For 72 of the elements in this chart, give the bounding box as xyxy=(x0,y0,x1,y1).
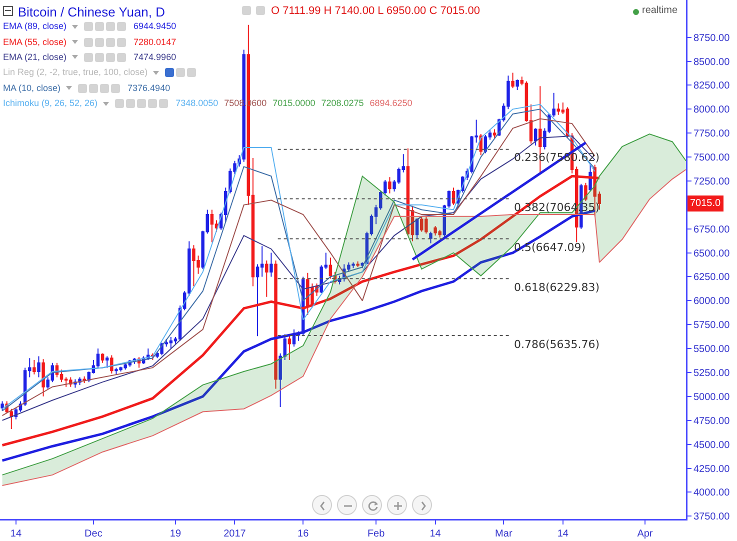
y-tick-label: 5500.00 xyxy=(694,344,730,356)
y-tick-label: 8000.00 xyxy=(694,104,730,116)
candlestick xyxy=(328,257,332,280)
annotation: 6894.6250 xyxy=(370,97,412,110)
y-tick-label: 8750.00 xyxy=(694,32,730,44)
candlestick xyxy=(110,354,114,374)
candlestick xyxy=(534,128,538,146)
candlestick xyxy=(210,209,214,243)
x-tick-label: 14 xyxy=(10,528,22,540)
annotation: Lin Reg (2, -2, true, true, 100, close) xyxy=(3,66,148,80)
candlestick xyxy=(82,376,86,384)
y-tick-label: 7250.00 xyxy=(694,176,730,188)
y-tick-label: 4000.00 xyxy=(694,488,730,499)
annotation: 7376.4940 xyxy=(128,82,170,95)
x-tick-label: 19 xyxy=(170,528,182,540)
y-tick-label: 7500.00 xyxy=(694,152,730,164)
x-tick-label: Dec xyxy=(84,528,102,540)
y-tick-label: 4250.00 xyxy=(694,464,730,475)
candlestick xyxy=(37,356,40,378)
candlestick xyxy=(32,360,36,375)
annotation: 6944.9450 xyxy=(134,20,176,34)
annotation: realtime xyxy=(642,5,678,16)
y-tick-label: 5250.00 xyxy=(694,368,730,379)
x-tick-label: Apr xyxy=(637,528,654,540)
x-tick-label: 2017 xyxy=(224,528,246,540)
ref-line-label: 0.786(5635.76) xyxy=(514,338,600,351)
candlestick xyxy=(106,356,109,368)
y-tick-label: 6500.00 xyxy=(694,248,730,260)
chart-title: Bitcoin / Chinese Yuan, D xyxy=(18,4,166,20)
annotation: 7208.0275 xyxy=(321,97,364,110)
candlestick xyxy=(292,328,296,348)
y-tick-label: 6750.00 xyxy=(694,224,730,236)
candlestick xyxy=(516,78,519,91)
candlestick xyxy=(511,72,514,89)
ref-line-label: 0.618(6229.83) xyxy=(514,281,600,294)
text: EMA (89, close) xyxy=(3,20,67,34)
text: Ichimoku (9, 26, 52, 26) xyxy=(3,97,98,110)
candlestick xyxy=(10,408,14,430)
annotation: 7348.0050 xyxy=(176,97,218,110)
y-tick-label: 5000.00 xyxy=(694,392,730,403)
x-tick-label: 16 xyxy=(298,528,310,540)
y-tick-label: 5750.00 xyxy=(694,320,730,332)
y-tick-label: 4750.00 xyxy=(694,416,730,427)
y-tick-label: 6250.00 xyxy=(694,272,730,284)
x-tick-label: 14 xyxy=(557,528,569,540)
x-tick-label: Mar xyxy=(495,528,513,540)
candlestick xyxy=(452,187,456,206)
candlestick xyxy=(288,334,292,361)
text: EMA (21, close) xyxy=(3,50,67,64)
y-tick-label: 4500.00 xyxy=(694,440,730,451)
annotation: 7474.9960 xyxy=(134,50,176,64)
y-tick-label: 6000.00 xyxy=(694,296,730,308)
candlestick xyxy=(0,400,4,412)
candlestick xyxy=(42,358,45,397)
candlestick xyxy=(270,252,273,278)
candlestick xyxy=(388,176,392,194)
candlestick xyxy=(492,128,496,138)
candlestick xyxy=(169,336,173,350)
text: MA (10, close) xyxy=(3,82,61,95)
text: O 7111.99 H 7140.00 L 6950.00 C 7015.00 xyxy=(271,5,480,17)
annotation: 7015.0 xyxy=(690,198,722,209)
candlestick xyxy=(265,260,268,298)
y-tick-label: 3750.00 xyxy=(694,512,730,523)
y-tick-label: 8500.00 xyxy=(694,56,730,68)
candlestick xyxy=(100,352,104,364)
annotation: 7015.0000 xyxy=(272,97,316,110)
x-tick-label: Feb xyxy=(367,528,386,540)
text: EMA (55, close) xyxy=(3,36,67,49)
annotation: 7280.0147 xyxy=(134,36,176,49)
y-tick-label: 8250.00 xyxy=(694,80,730,92)
x-tick-label: 14 xyxy=(430,528,442,540)
y-tick-label: 7750.00 xyxy=(694,128,730,140)
